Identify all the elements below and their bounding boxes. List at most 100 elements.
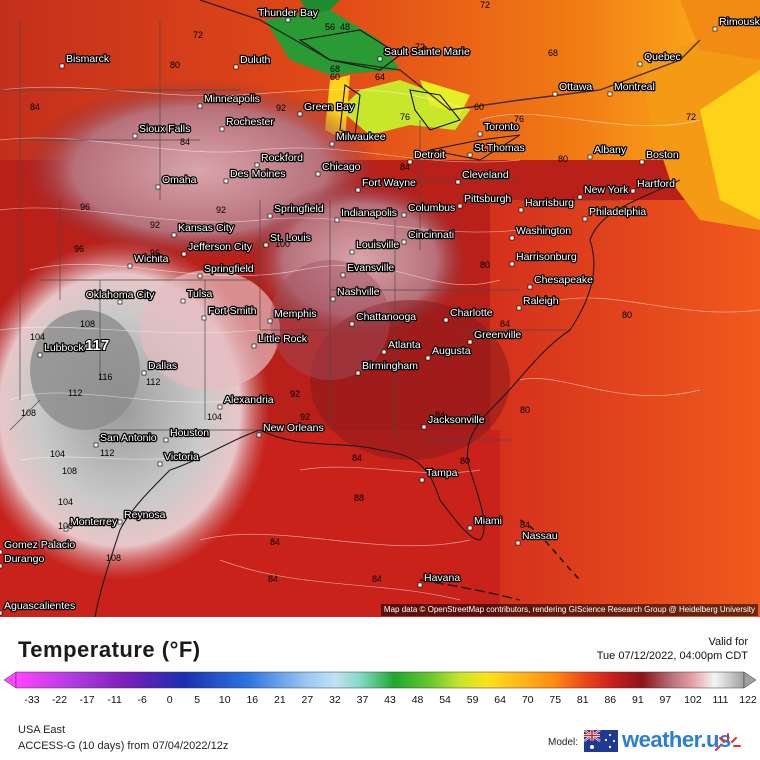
city-label: Victoria [164, 451, 199, 463]
city-marker [285, 17, 291, 23]
city-indianapolis: Indianapolis [334, 206, 398, 223]
city-marker [407, 159, 413, 165]
city-marker [334, 217, 340, 223]
contour-value-label: 100 [275, 239, 290, 249]
contour-value-label: 56 [325, 22, 335, 32]
city-label: Aguascalientes [4, 600, 75, 612]
colorbar-graphic [4, 671, 756, 689]
contour-value-label: 100 [58, 521, 73, 531]
atlantic-gulf-coastline [259, 179, 681, 541]
contour-value-label: 84 [352, 453, 362, 463]
city-gomez-palacio: Gomez Palacio [0, 538, 77, 555]
city-label: Milwaukee [336, 131, 386, 143]
city-marker [417, 582, 423, 588]
colorbar-high-arrow [743, 671, 756, 689]
city-label: Houston [170, 427, 209, 439]
city-toronto: Toronto [477, 120, 520, 137]
contour-value-label: 80 [558, 154, 568, 164]
city-new-orleans: New Orleans [256, 421, 325, 438]
city-marker [630, 188, 636, 194]
colorbar-tick-label: 27 [301, 694, 314, 706]
new-england-yellow [700, 70, 760, 220]
city-label: Cleveland [462, 169, 509, 181]
contour-value-label: 84 [30, 102, 40, 112]
region-label: USA East [18, 724, 66, 736]
city-marker [712, 26, 718, 32]
colorbar-tick-label: 21 [274, 694, 286, 706]
city-marker [355, 187, 361, 193]
city-san-antonio: San Antonio [93, 431, 158, 448]
city-marker [355, 370, 361, 376]
contour-value-label: 60 [474, 102, 484, 112]
city-label: Des Moines [230, 168, 285, 180]
contour-value-label: 92 [216, 205, 226, 215]
city-houston: Houston [163, 426, 211, 443]
colorbar-tick-label: 54 [439, 694, 451, 706]
brand-logo-text[interactable]: weather.us [622, 727, 731, 752]
colorbar-tick-label: -17 [79, 694, 95, 706]
cuba-coastline [419, 579, 521, 601]
city-marker [0, 563, 3, 569]
city-label: Rockford [261, 152, 303, 164]
city-fort-smith: Fort Smith [201, 304, 258, 321]
city-springfield: Springfield [197, 262, 255, 279]
city-label: New Orleans [263, 422, 324, 434]
city-chattanooga: Chattanooga [349, 310, 418, 327]
city-jacksonville: Jacksonville [421, 413, 486, 430]
city-marker [477, 131, 483, 137]
city-label: Jefferson City [188, 241, 253, 253]
city-marker [457, 203, 463, 209]
city-label: Chattanooga [356, 311, 416, 323]
city-marker [329, 141, 335, 147]
city-marker [421, 424, 427, 430]
city-label: Harrisonburg [516, 251, 577, 263]
model-run-label: ACCESS-G (10 days) from 07/04/2022/12z [18, 740, 229, 752]
city-marker [219, 126, 225, 132]
contour-value-label: 92 [300, 412, 310, 422]
city-marker [233, 64, 239, 70]
city-marker [155, 184, 161, 190]
city-label: Monterrey [70, 516, 118, 528]
city-label: Harrisburg [525, 197, 574, 209]
colorbar-tick-label: 5 [194, 694, 201, 706]
city-marker [267, 318, 273, 324]
city-label: San Antonio [100, 432, 157, 444]
temperature-map[interactable]: Thunder Bay Bismarck Duluth Sault Sainte Ma… [0, 0, 760, 617]
city-marker [577, 194, 583, 200]
colorbar-tick-label: 64 [494, 694, 506, 706]
city-label: Reynosa [124, 509, 166, 521]
city-label: Charlotte [450, 307, 493, 319]
city-label: Alexandria [224, 394, 274, 406]
city-marker [639, 159, 645, 165]
city-label: Raleigh [523, 295, 559, 307]
contour-value-label: 84 [180, 137, 190, 147]
colorbar-tick-label: 59 [466, 694, 479, 706]
city-marker [141, 370, 147, 376]
contour-value-label: 60 [330, 72, 340, 82]
city-dallas: Dallas [141, 359, 178, 376]
city-montreal: Montreal [607, 80, 656, 97]
city-marker [349, 321, 355, 327]
city-label: New York [584, 184, 629, 196]
temperature-colorbar [4, 670, 756, 690]
city-springfield: Springfield [267, 202, 325, 219]
city-marker [455, 179, 461, 185]
colorbar-tick-label: 37 [356, 694, 369, 706]
atlantic-ocean [490, 200, 760, 617]
city-label: Montreal [614, 81, 655, 93]
city-chesapeake: Chesapeake [527, 273, 594, 290]
australia-flag-icon [584, 730, 618, 752]
city-layer: Thunder Bay Bismarck Duluth Sault Sainte Ma… [0, 6, 760, 616]
model-label: Model: [548, 737, 579, 748]
city-lubbock: Lubbock [37, 341, 86, 358]
city-label: Lubbock [44, 342, 84, 354]
city-new-york: New York [577, 183, 630, 200]
city-label: Oklahoma City [86, 289, 156, 301]
map-attribution: Map data © OpenStreetMap contributors, r… [380, 604, 758, 616]
contour-value-label: 76 [514, 114, 524, 124]
city-nassau: Nassau [515, 529, 559, 546]
city-nashville: Nashville [330, 285, 381, 302]
contour-value-label: 84 [270, 537, 280, 547]
city-st-louis: St. Louis [263, 231, 312, 248]
